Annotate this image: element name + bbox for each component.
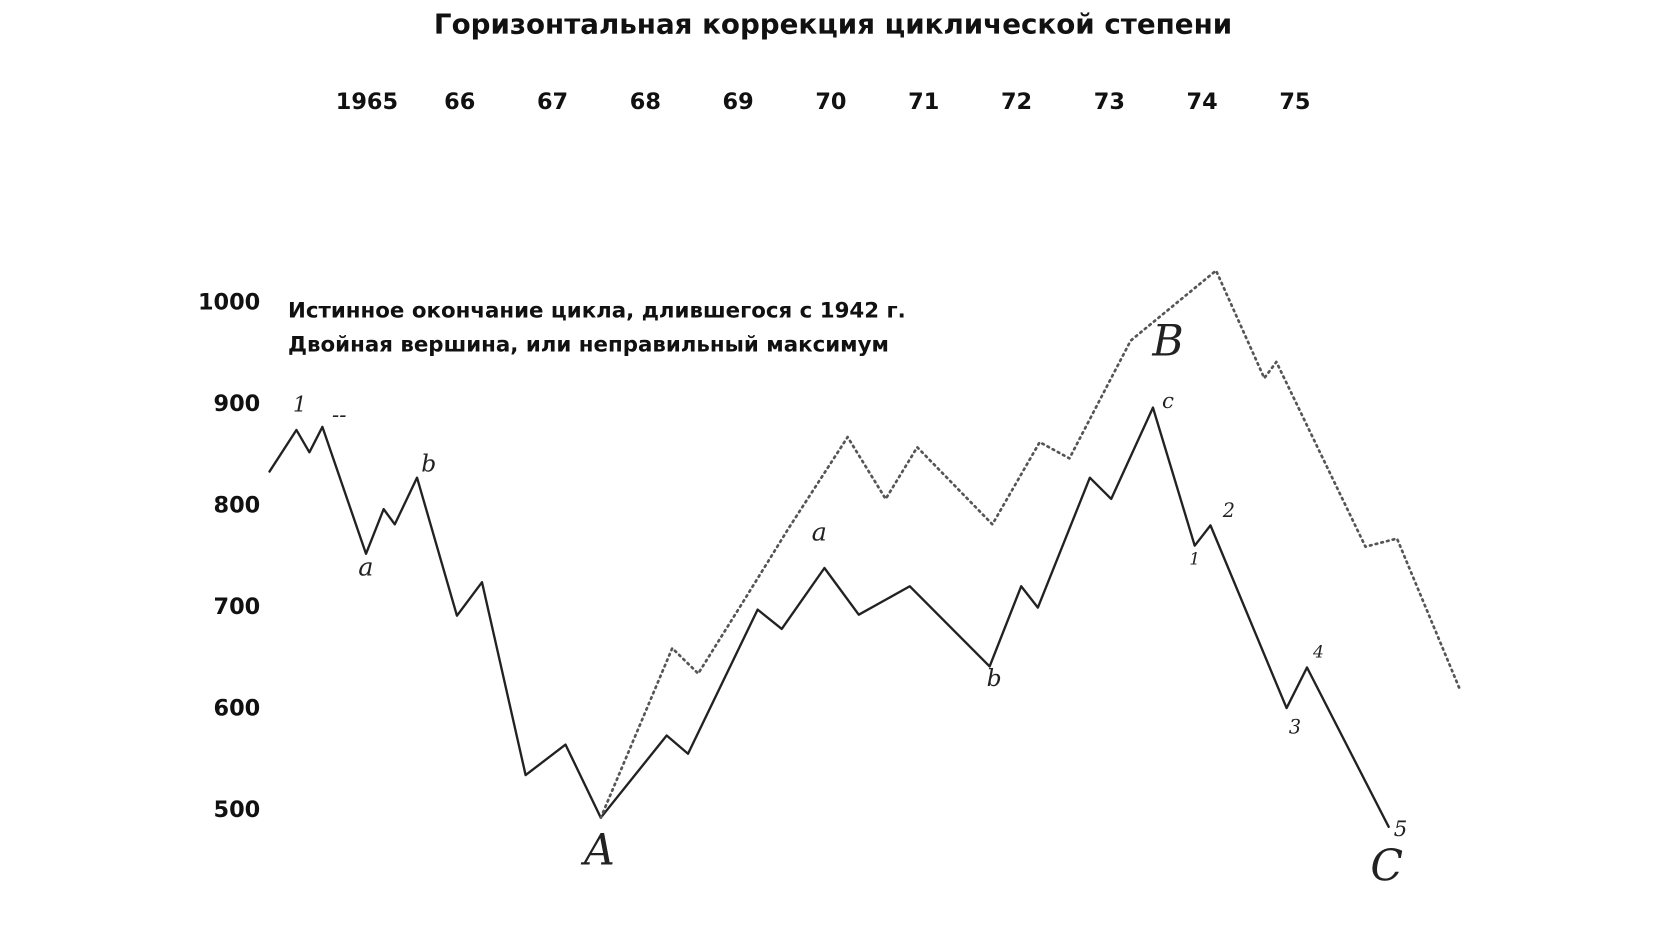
wave-label: 1 bbox=[1189, 550, 1200, 570]
dotted-line bbox=[599, 269, 1461, 820]
x-tick-label: 71 bbox=[908, 89, 939, 115]
y-tick-label: 600 bbox=[214, 696, 261, 722]
y-tick-label: 700 bbox=[214, 594, 261, 620]
wave-label: b bbox=[421, 450, 436, 478]
chart-title: Горизонтальная коррекция циклической сте… bbox=[434, 8, 1232, 41]
x-tick-label: 1965 bbox=[336, 89, 398, 115]
x-tick-label: 75 bbox=[1279, 89, 1310, 115]
wave-label: c bbox=[1162, 389, 1174, 414]
price-line bbox=[268, 406, 1390, 829]
x-tick-label: 67 bbox=[537, 89, 568, 115]
wave-label: 2 bbox=[1222, 499, 1235, 522]
y-tick-label: 500 bbox=[214, 797, 261, 823]
wave-label: a bbox=[358, 553, 373, 583]
annotation: Двойная вершина, или неправильный максим… bbox=[288, 333, 889, 358]
wave-label: b bbox=[987, 664, 1002, 692]
wave-label: A bbox=[580, 825, 615, 875]
annotation: Истинное окончание цикла, длившегося с 1… bbox=[288, 299, 906, 324]
wave-label: 5 bbox=[1394, 817, 1408, 842]
wave-label: -- bbox=[332, 403, 346, 428]
wave-label: a bbox=[812, 517, 827, 547]
y-tick-label: 800 bbox=[214, 493, 261, 519]
wave-label: 4 bbox=[1312, 642, 1324, 662]
wave-label: 3 bbox=[1289, 716, 1301, 739]
x-tick-label: 68 bbox=[630, 89, 661, 115]
x-tick-label: 72 bbox=[1001, 89, 1032, 115]
x-tick-label: 69 bbox=[723, 89, 754, 115]
x-tick-label: 70 bbox=[815, 89, 846, 115]
x-tick-label: 74 bbox=[1187, 89, 1218, 115]
wave-label: 1 bbox=[293, 392, 307, 417]
x-tick-label: 73 bbox=[1094, 89, 1125, 115]
y-tick-label: 1000 bbox=[198, 290, 260, 316]
x-tick-label: 66 bbox=[444, 89, 475, 115]
wave-label: B bbox=[1151, 317, 1183, 367]
wave-label: C bbox=[1370, 841, 1403, 891]
y-tick-label: 900 bbox=[214, 391, 261, 417]
